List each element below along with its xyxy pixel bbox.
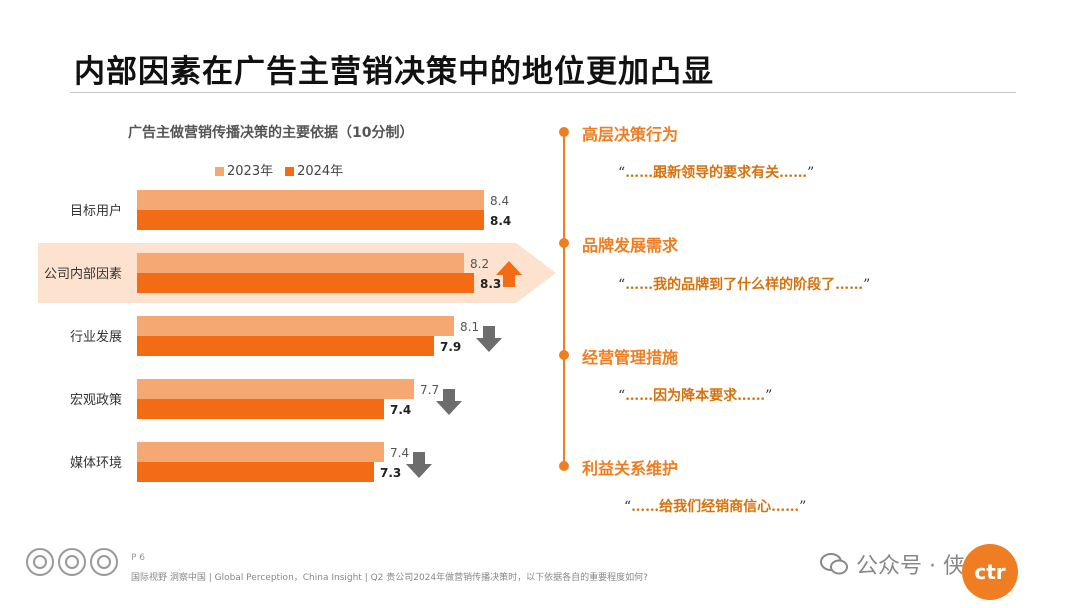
data-label: 8.2 (470, 257, 489, 271)
category-label: 媒体环境 (70, 456, 122, 471)
data-label: 7.4 (390, 403, 411, 417)
category-label: 目标用户 (70, 203, 122, 219)
source-note: 国际视野 洞察中国 | Global Perception，China Insi… (131, 573, 648, 583)
chart-legend: 2023年 2024年 (215, 160, 343, 179)
data-label: 7.3 (380, 466, 401, 480)
timeline-dot (559, 238, 569, 248)
data-label: 7.7 (420, 383, 439, 397)
page-title: 内部因素在广告主营销决策中的地位更加凸显 (74, 54, 714, 90)
insight-heading-4: 利益关系维护 (582, 459, 679, 478)
data-label: 8.4 (490, 214, 511, 228)
bar-2024年 (137, 210, 484, 230)
arrow-down-icon (476, 326, 502, 352)
ctr-logo: ctr (962, 544, 1018, 600)
data-label: 8.4 (490, 194, 509, 208)
bar-2024年 (137, 462, 374, 482)
insight-heading-3: 经营管理措施 (582, 348, 679, 367)
category-label: 宏观政策 (70, 392, 122, 408)
sgs-seals (26, 548, 118, 576)
data-label: 7.9 (440, 340, 461, 354)
timeline-dot (559, 461, 569, 471)
category-label: 行业发展 (70, 329, 122, 345)
data-label: 7.4 (390, 446, 409, 460)
bar-2023年 (137, 253, 464, 273)
sgs-seal-icon (90, 548, 118, 576)
bar-2024年 (137, 336, 434, 356)
data-label: 8.3 (480, 277, 501, 291)
arrow-down-icon (406, 452, 432, 478)
title-divider (70, 92, 1016, 93)
sgs-seal-icon (26, 548, 54, 576)
chart-title: 广告主做营销传播决策的主要依据（10分制） (128, 125, 414, 141)
sgs-seal-icon (58, 548, 86, 576)
insight-quote-2: “……我的品牌到了什么样的阶段了……” (618, 277, 871, 293)
bar-2023年 (137, 442, 384, 462)
bar-chart: 目标用户 8.4 8.4 公司内部因素 8.2 8.3 行业发展 8.1 7.9 宏观政策 7.7 7… (38, 190, 556, 482)
bar-2023年 (137, 190, 484, 210)
insight-quote-3: “……因为降本要求……” (618, 388, 773, 404)
bar-2023年 (137, 379, 414, 399)
arrow-down-icon (436, 389, 462, 415)
data-label: 8.1 (460, 320, 479, 334)
legend-item-2023: 2023年 (215, 160, 273, 179)
page-number: P 6 (131, 553, 146, 563)
insight-heading-1: 高层决策行为 (582, 125, 679, 144)
insight-quote-1: “……跟新领导的要求有关……” (618, 165, 815, 181)
timeline-dot (559, 127, 569, 137)
insight-timeline (563, 133, 565, 468)
wechat-icon (820, 553, 848, 575)
bar-2023年 (137, 316, 454, 336)
bar-2024年 (137, 273, 474, 293)
bar-2024年 (137, 399, 384, 419)
timeline-dot (559, 350, 569, 360)
arrow-up-icon (496, 261, 522, 287)
insight-quote-4: “……给我们经销商信心……” (624, 499, 807, 515)
legend-item-2024: 2024年 (285, 160, 343, 179)
insight-heading-2: 品牌发展需求 (582, 236, 679, 255)
highlight-arrow (516, 243, 556, 303)
category-label: 公司内部因素 (44, 266, 122, 282)
